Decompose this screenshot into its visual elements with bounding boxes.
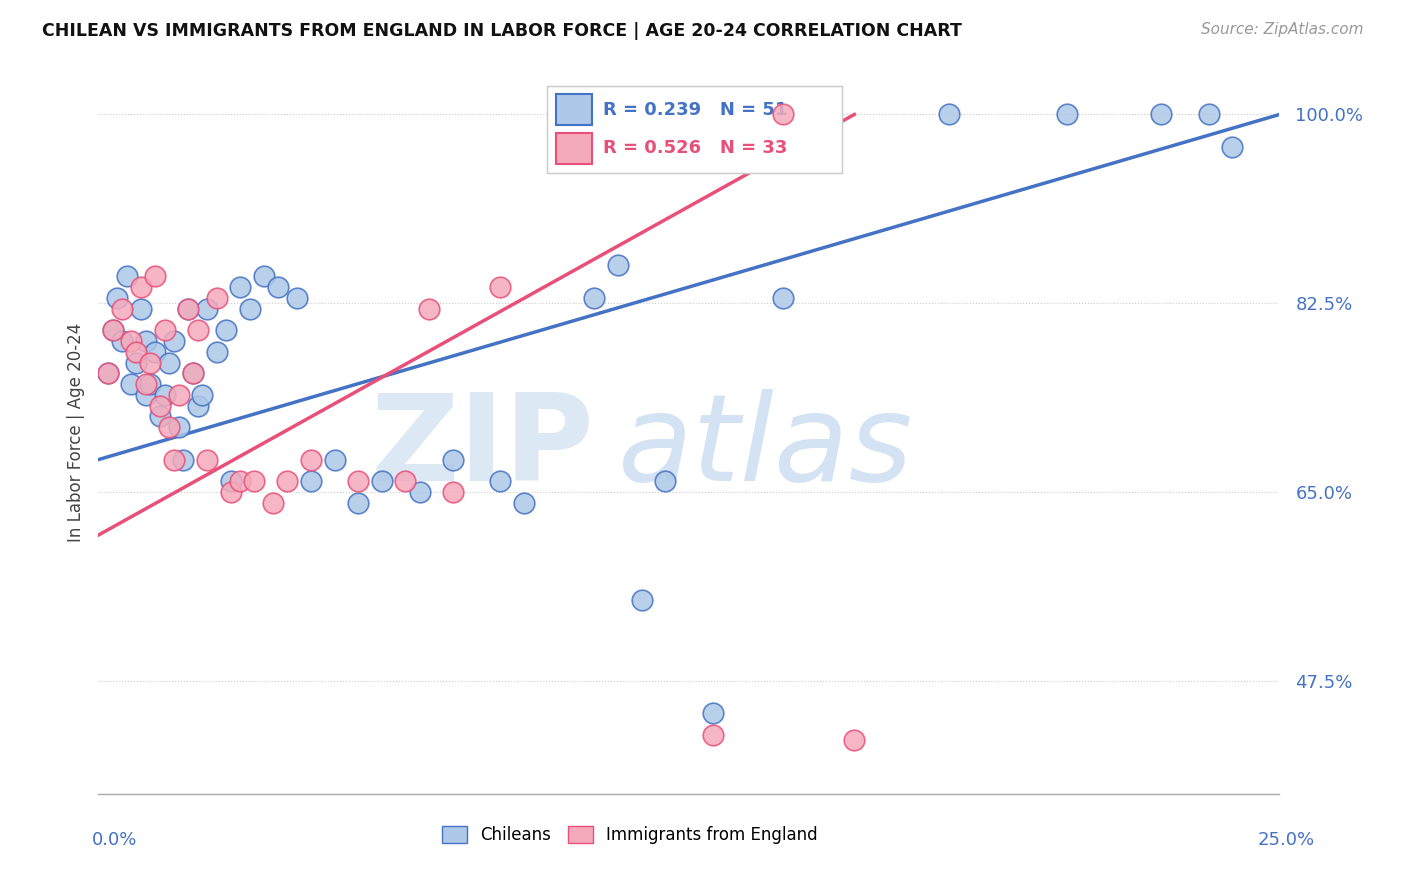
Y-axis label: In Labor Force | Age 20-24: In Labor Force | Age 20-24	[66, 323, 84, 542]
Point	[229, 280, 252, 294]
Point	[111, 301, 134, 316]
Point	[101, 323, 124, 337]
Point	[205, 344, 228, 359]
Point	[167, 420, 190, 434]
Legend: Chileans, Immigrants from England: Chileans, Immigrants from England	[436, 819, 824, 851]
Point	[299, 452, 322, 467]
Point	[239, 301, 262, 316]
Point	[347, 474, 370, 488]
Point	[219, 484, 242, 499]
Point	[153, 323, 176, 337]
Point	[323, 452, 346, 467]
Point	[172, 452, 194, 467]
Point	[654, 474, 676, 488]
Point	[702, 706, 724, 720]
Point	[820, 107, 842, 121]
Point	[115, 269, 138, 284]
Point	[135, 377, 157, 392]
Point	[177, 301, 200, 316]
Point	[253, 269, 276, 284]
Point	[163, 452, 186, 467]
Point	[187, 323, 209, 337]
Point	[772, 107, 794, 121]
Text: CHILEAN VS IMMIGRANTS FROM ENGLAND IN LABOR FORCE | AGE 20-24 CORRELATION CHART: CHILEAN VS IMMIGRANTS FROM ENGLAND IN LA…	[42, 22, 962, 40]
Point	[512, 496, 534, 510]
Point	[191, 388, 214, 402]
Text: 25.0%: 25.0%	[1257, 831, 1315, 849]
Point	[111, 334, 134, 348]
Point	[139, 355, 162, 369]
Point	[489, 474, 512, 488]
Point	[187, 399, 209, 413]
Point	[121, 334, 143, 348]
Point	[772, 291, 794, 305]
Point	[276, 474, 298, 488]
Point	[1198, 107, 1220, 121]
Point	[181, 367, 204, 381]
Point	[441, 484, 464, 499]
Point	[135, 388, 157, 402]
Point	[195, 452, 218, 467]
Point	[129, 301, 152, 316]
Point	[394, 474, 416, 488]
Point	[139, 377, 162, 392]
Point	[163, 334, 186, 348]
Point	[267, 280, 290, 294]
Text: atlas: atlas	[619, 389, 914, 506]
Point	[97, 367, 120, 381]
Point	[177, 301, 200, 316]
Point	[630, 592, 652, 607]
Point	[1220, 140, 1243, 154]
Point	[371, 474, 394, 488]
Point	[101, 323, 124, 337]
Point	[262, 496, 284, 510]
Point	[489, 280, 512, 294]
Text: ZIP: ZIP	[371, 389, 595, 506]
Point	[1150, 107, 1173, 121]
Point	[219, 474, 242, 488]
Point	[125, 344, 148, 359]
Text: 0.0%: 0.0%	[91, 831, 136, 849]
Point	[129, 280, 152, 294]
Point	[105, 291, 128, 305]
Point	[205, 291, 228, 305]
Point	[243, 474, 266, 488]
Point	[285, 291, 308, 305]
Point	[167, 388, 190, 402]
Point	[299, 474, 322, 488]
Point	[229, 474, 252, 488]
Point	[135, 334, 157, 348]
Point	[153, 388, 176, 402]
Point	[938, 107, 960, 121]
Point	[607, 259, 630, 273]
Point	[441, 452, 464, 467]
Point	[157, 355, 180, 369]
Point	[149, 399, 172, 413]
Point	[157, 420, 180, 434]
Point	[418, 301, 440, 316]
Point	[125, 355, 148, 369]
Point	[143, 269, 166, 284]
Point	[583, 291, 606, 305]
Text: Source: ZipAtlas.com: Source: ZipAtlas.com	[1201, 22, 1364, 37]
Point	[1056, 107, 1078, 121]
Point	[181, 367, 204, 381]
Point	[408, 484, 430, 499]
Point	[844, 733, 866, 747]
Point	[149, 409, 172, 424]
Point	[195, 301, 218, 316]
Point	[97, 367, 120, 381]
Point	[143, 344, 166, 359]
Point	[702, 728, 724, 742]
Point	[121, 377, 143, 392]
Point	[347, 496, 370, 510]
Point	[215, 323, 238, 337]
